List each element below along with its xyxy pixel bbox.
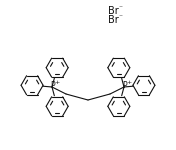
Text: P: P xyxy=(123,81,127,90)
Text: +: + xyxy=(54,81,59,86)
Text: Br: Br xyxy=(108,15,119,25)
Text: ⁻: ⁻ xyxy=(118,12,122,21)
Text: P: P xyxy=(51,81,55,90)
Text: ⁻: ⁻ xyxy=(118,3,122,12)
Text: Br: Br xyxy=(108,6,119,16)
Text: +: + xyxy=(126,81,131,86)
